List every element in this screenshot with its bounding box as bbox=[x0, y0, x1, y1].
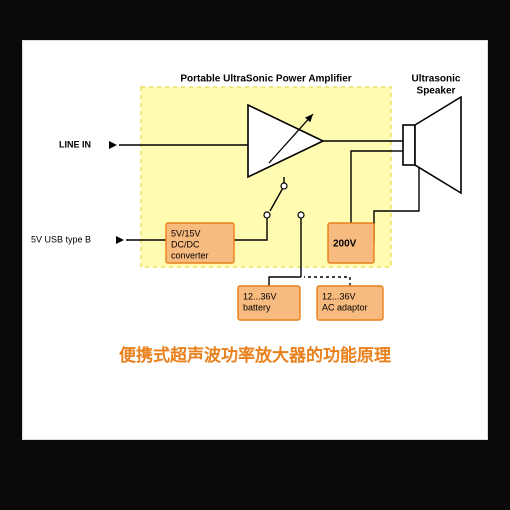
speaker-body bbox=[403, 125, 415, 165]
switch-node-1 bbox=[264, 212, 270, 218]
speaker-cone bbox=[415, 97, 461, 193]
title: Portable UltraSonic Power Amplifier bbox=[180, 74, 351, 85]
ac-label: AC adaptor bbox=[322, 302, 368, 312]
switch-node-0 bbox=[281, 183, 287, 189]
usb-arrow bbox=[116, 236, 124, 244]
diagram-canvas: 5V/15VDC/DCconverter200V12...36Vbattery1… bbox=[22, 40, 488, 440]
v200-label: 200V bbox=[333, 239, 357, 250]
speaker_label2: Speaker bbox=[417, 86, 456, 97]
battery-up bbox=[269, 277, 301, 286]
usb: 5V USB type B bbox=[31, 234, 91, 244]
battery-label: 12...36V bbox=[243, 291, 277, 301]
converter-label: DC/DC bbox=[171, 239, 200, 249]
battery-label: battery bbox=[243, 302, 271, 312]
diagram-svg: 5V/15VDC/DCconverter200V12...36Vbattery1… bbox=[23, 41, 489, 441]
line-in-arrow bbox=[109, 141, 117, 149]
ac-up-dash bbox=[304, 277, 350, 286]
converter-label: converter bbox=[171, 250, 209, 260]
speaker_label1: Ultrasonic bbox=[412, 74, 461, 85]
diagram-caption: 便携式超声波功率放大器的功能原理 bbox=[23, 341, 487, 366]
line_in: LINE IN bbox=[59, 139, 91, 149]
ac-label: 12...36V bbox=[322, 291, 356, 301]
converter-label: 5V/15V bbox=[171, 228, 201, 238]
switch-node-2 bbox=[298, 212, 304, 218]
